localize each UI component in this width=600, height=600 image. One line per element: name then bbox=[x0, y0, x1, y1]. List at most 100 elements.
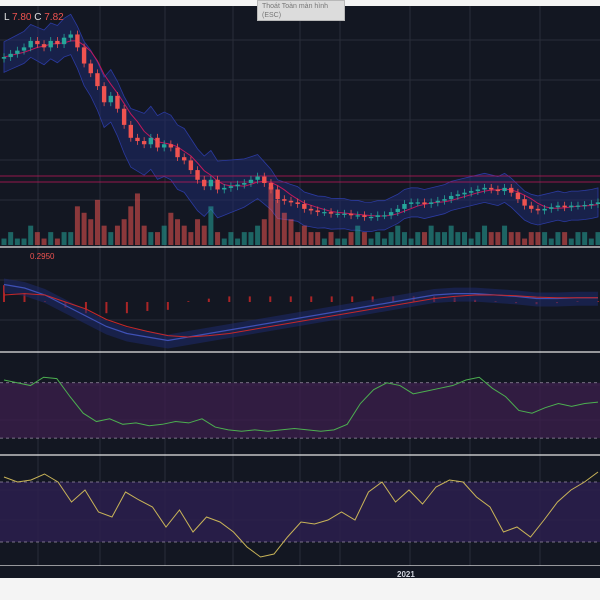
exit-fullscreen-text: Thoát Toàn màn hình bbox=[262, 3, 329, 10]
candle-body-56 bbox=[375, 215, 380, 217]
macd-histogram-bar-1 bbox=[23, 293, 26, 302]
candle-body-45 bbox=[302, 204, 307, 209]
macd-histogram-bar-12 bbox=[248, 296, 251, 302]
candle-body-50 bbox=[335, 213, 340, 215]
candle-body-12 bbox=[81, 47, 87, 64]
candle-body-73 bbox=[489, 187, 494, 190]
candle-body-54 bbox=[362, 215, 367, 217]
candle-body-30 bbox=[202, 179, 207, 187]
volume-bar-58 bbox=[388, 232, 394, 245]
exit-fullscreen-tooltip[interactable]: Thoát Toàn màn hình (ESC) bbox=[257, 0, 345, 21]
volume-bar-66 bbox=[441, 232, 447, 245]
volume-bar-3 bbox=[21, 238, 27, 245]
macd-histogram-bar-8 bbox=[166, 302, 169, 310]
candle-body-7 bbox=[48, 40, 53, 48]
volume-bar-26 bbox=[175, 219, 181, 245]
volume-bar-38 bbox=[255, 225, 261, 245]
candle-body-34 bbox=[228, 186, 234, 188]
candle-body-76 bbox=[509, 187, 514, 193]
volume-bar-21 bbox=[141, 225, 147, 245]
candle-body-52 bbox=[348, 213, 354, 216]
ohlc-legend: L 7.80 C 7.82 bbox=[4, 12, 64, 23]
macd-signal-line bbox=[3, 293, 598, 338]
macd-histogram-bar-10 bbox=[207, 298, 210, 302]
macd-histogram-bar-16 bbox=[330, 296, 333, 302]
macd-histogram-bar-6 bbox=[125, 302, 128, 314]
volume-bar-42 bbox=[281, 212, 287, 245]
candle-body-33 bbox=[222, 187, 227, 190]
volume-bar-41 bbox=[275, 199, 281, 245]
candle-body-36 bbox=[242, 183, 247, 185]
volume-bar-72 bbox=[482, 225, 488, 245]
volume-bar-39 bbox=[261, 219, 267, 245]
volume-bar-23 bbox=[155, 232, 161, 245]
candle-body-43 bbox=[288, 200, 294, 203]
candle-body-24 bbox=[161, 144, 167, 148]
candle-body-40 bbox=[268, 183, 274, 190]
volume-bar-43 bbox=[288, 219, 294, 245]
volume-bar-18 bbox=[121, 219, 127, 245]
candle-body-3 bbox=[21, 47, 27, 51]
macd-histogram-bar-13 bbox=[269, 296, 272, 302]
candle-body-77 bbox=[515, 192, 521, 200]
macd-histogram-bar-5 bbox=[105, 302, 108, 314]
rsi-line bbox=[3, 376, 599, 432]
candle-body-82 bbox=[549, 207, 554, 209]
candle-body-65 bbox=[435, 200, 441, 203]
candle-body-13 bbox=[88, 63, 93, 74]
volume-bar-71 bbox=[475, 232, 481, 245]
candle-body-71 bbox=[475, 189, 481, 192]
volume-bar-17 bbox=[114, 225, 120, 245]
candle-body-57 bbox=[382, 215, 387, 217]
close-value: 7.82 bbox=[44, 12, 64, 23]
volume-bar-13 bbox=[88, 219, 94, 245]
volume-bar-59 bbox=[395, 225, 401, 245]
exit-fullscreen-shortcut: (ESC) bbox=[262, 12, 282, 19]
time-axis bbox=[0, 566, 600, 578]
volume-bar-52 bbox=[348, 232, 354, 245]
volume-bar-81 bbox=[542, 232, 548, 245]
volume-bar-45 bbox=[301, 225, 307, 245]
macd-histogram-bar-14 bbox=[289, 296, 292, 302]
macd-histogram-bar-9 bbox=[187, 301, 190, 302]
candle-body-11 bbox=[75, 34, 80, 48]
candle-body-53 bbox=[355, 215, 360, 217]
macd-histogram-bar-11 bbox=[228, 296, 231, 302]
candle-body-66 bbox=[442, 199, 447, 201]
volume-bar-49 bbox=[328, 232, 334, 245]
volume-bar-74 bbox=[495, 232, 501, 245]
macd-histogram-bar-17 bbox=[351, 296, 354, 302]
volume-bar-27 bbox=[181, 225, 187, 245]
volume-bar-19 bbox=[128, 206, 134, 245]
volume-bar-25 bbox=[168, 212, 174, 245]
candle-body-69 bbox=[462, 192, 467, 195]
volume-bar-37 bbox=[248, 232, 254, 245]
volume-bar-60 bbox=[401, 232, 407, 245]
volume-bar-15 bbox=[101, 225, 107, 245]
candle-body-60 bbox=[402, 204, 407, 209]
candle-body-19 bbox=[128, 124, 134, 138]
volume-bar-55 bbox=[368, 238, 374, 245]
candle-body-37 bbox=[248, 179, 254, 184]
volume-bar-75 bbox=[502, 225, 508, 245]
candle-body-87 bbox=[582, 204, 587, 207]
volume-bar-86 bbox=[575, 232, 581, 245]
candle-body-1 bbox=[8, 53, 13, 58]
candle-body-2 bbox=[15, 50, 20, 54]
candle-body-55 bbox=[368, 216, 374, 219]
volume-bar-57 bbox=[381, 238, 387, 245]
volume-bar-5 bbox=[34, 232, 40, 245]
candle-body-72 bbox=[482, 187, 487, 190]
volume-bar-20 bbox=[134, 193, 140, 245]
volume-bar-44 bbox=[295, 232, 301, 245]
candle-body-62 bbox=[415, 202, 420, 204]
volume-bar-69 bbox=[462, 232, 468, 245]
volume-bar-53 bbox=[355, 225, 361, 245]
macd-value-label: 0.2950 bbox=[30, 252, 55, 261]
candle-body-59 bbox=[395, 208, 400, 213]
candle-body-32 bbox=[215, 179, 220, 190]
volume-bar-24 bbox=[161, 225, 167, 245]
volume-bar-63 bbox=[421, 232, 427, 245]
